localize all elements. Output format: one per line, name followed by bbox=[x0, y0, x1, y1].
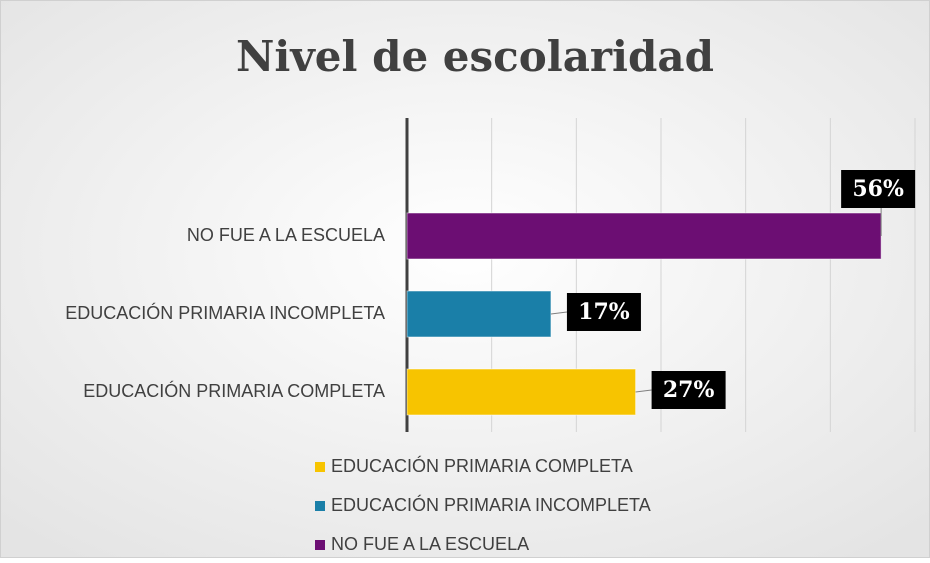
data-label-box bbox=[841, 170, 916, 208]
y-tick-label: EDUCACIÓN PRIMARIA INCOMPLETA bbox=[65, 302, 385, 323]
legend-swatch bbox=[315, 462, 325, 472]
legend-label: EDUCACIÓN PRIMARIA COMPLETA bbox=[331, 455, 633, 476]
bar bbox=[406, 290, 552, 338]
legend-swatch bbox=[315, 540, 325, 550]
data-label-box bbox=[566, 293, 641, 331]
data-label: 27% bbox=[663, 377, 715, 403]
legend-label: EDUCACIÓN PRIMARIA INCOMPLETA bbox=[331, 494, 651, 515]
chart-title: Nivel de escolaridad bbox=[236, 32, 714, 81]
bar bbox=[406, 212, 882, 260]
data-label: 17% bbox=[578, 299, 630, 325]
y-tick-label: NO FUE A LA ESCUELA bbox=[187, 225, 385, 245]
data-label-box bbox=[651, 371, 726, 409]
bar bbox=[406, 368, 637, 416]
leader-line bbox=[635, 389, 652, 393]
y-tick-label: EDUCACIÓN PRIMARIA COMPLETA bbox=[83, 380, 385, 401]
legend-label: NO FUE A LA ESCUELA bbox=[331, 534, 529, 554]
legend-swatch bbox=[315, 501, 325, 511]
leader-line bbox=[550, 311, 567, 315]
data-label: 56% bbox=[852, 176, 904, 202]
